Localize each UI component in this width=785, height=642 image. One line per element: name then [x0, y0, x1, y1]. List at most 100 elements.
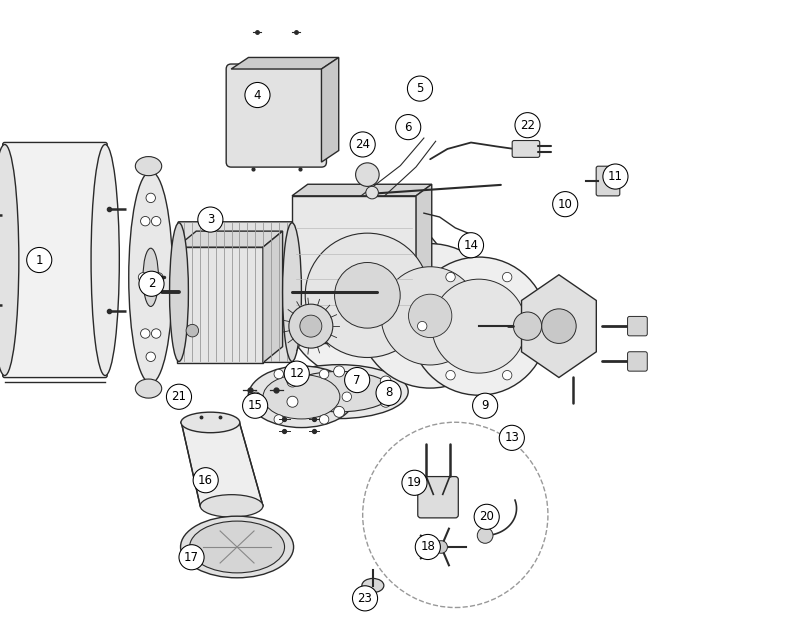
Circle shape [410, 257, 548, 395]
Circle shape [381, 267, 480, 365]
Polygon shape [292, 196, 416, 343]
Circle shape [418, 322, 427, 331]
Text: 17: 17 [184, 551, 199, 564]
Circle shape [356, 163, 379, 186]
Text: 1: 1 [35, 254, 43, 266]
Text: 12: 12 [289, 367, 305, 380]
Circle shape [515, 112, 540, 138]
Polygon shape [521, 275, 597, 377]
Circle shape [152, 329, 161, 338]
Circle shape [245, 82, 270, 108]
Ellipse shape [91, 144, 119, 376]
Circle shape [542, 309, 576, 343]
Circle shape [146, 352, 155, 361]
Circle shape [287, 376, 298, 387]
FancyBboxPatch shape [178, 221, 293, 363]
Text: 6: 6 [404, 121, 412, 134]
Circle shape [300, 315, 322, 337]
Text: 24: 24 [355, 138, 371, 151]
Polygon shape [231, 58, 338, 69]
Circle shape [513, 312, 542, 340]
Circle shape [289, 304, 333, 348]
FancyBboxPatch shape [2, 143, 108, 377]
Circle shape [305, 233, 429, 358]
Circle shape [154, 273, 163, 282]
Polygon shape [177, 231, 283, 247]
Circle shape [139, 271, 164, 297]
Circle shape [477, 528, 493, 543]
Text: 8: 8 [385, 386, 392, 399]
Circle shape [458, 232, 484, 258]
Ellipse shape [181, 412, 240, 433]
Circle shape [193, 467, 218, 493]
Circle shape [243, 393, 268, 419]
Circle shape [141, 329, 150, 338]
Text: 21: 21 [171, 390, 187, 403]
Ellipse shape [270, 365, 408, 419]
Circle shape [435, 541, 447, 553]
Circle shape [284, 361, 309, 386]
Polygon shape [322, 58, 338, 162]
Text: 15: 15 [248, 399, 262, 412]
Ellipse shape [190, 521, 284, 573]
Ellipse shape [135, 157, 162, 176]
Circle shape [27, 247, 52, 273]
Text: 20: 20 [480, 510, 494, 523]
Ellipse shape [181, 516, 294, 578]
Circle shape [138, 273, 148, 282]
Circle shape [319, 369, 329, 379]
Circle shape [146, 193, 155, 203]
FancyBboxPatch shape [627, 352, 648, 371]
Circle shape [502, 370, 512, 380]
Ellipse shape [170, 223, 188, 361]
Ellipse shape [135, 379, 162, 398]
Circle shape [446, 272, 455, 282]
Circle shape [531, 322, 540, 331]
Circle shape [446, 370, 455, 380]
Polygon shape [181, 422, 263, 506]
Ellipse shape [285, 371, 393, 412]
Ellipse shape [362, 578, 384, 593]
Text: 13: 13 [505, 431, 519, 444]
Circle shape [603, 164, 628, 189]
Circle shape [396, 114, 421, 140]
FancyBboxPatch shape [627, 317, 648, 336]
Ellipse shape [248, 366, 355, 428]
Circle shape [319, 415, 329, 424]
FancyBboxPatch shape [418, 476, 458, 518]
Polygon shape [263, 231, 283, 363]
Circle shape [376, 380, 401, 406]
Circle shape [352, 586, 378, 611]
Circle shape [350, 132, 375, 157]
Circle shape [415, 534, 440, 560]
Circle shape [502, 272, 512, 282]
Circle shape [366, 186, 378, 199]
Polygon shape [416, 184, 432, 343]
Text: 2: 2 [148, 277, 155, 290]
Circle shape [274, 415, 283, 424]
Circle shape [342, 392, 352, 401]
Polygon shape [292, 184, 432, 196]
Ellipse shape [143, 248, 159, 306]
Text: 10: 10 [558, 198, 572, 211]
Text: 18: 18 [421, 541, 435, 553]
Text: 14: 14 [463, 239, 479, 252]
Circle shape [334, 366, 345, 377]
Text: 5: 5 [416, 82, 424, 95]
Text: 11: 11 [608, 170, 623, 183]
Circle shape [152, 216, 161, 226]
Circle shape [358, 244, 502, 388]
Text: 3: 3 [206, 213, 214, 226]
Circle shape [345, 367, 370, 393]
Text: 23: 23 [358, 592, 372, 605]
Ellipse shape [263, 374, 340, 419]
Text: 4: 4 [254, 89, 261, 101]
Circle shape [408, 294, 452, 338]
Circle shape [287, 396, 298, 407]
FancyBboxPatch shape [512, 141, 540, 157]
Polygon shape [177, 247, 263, 363]
Ellipse shape [129, 171, 173, 383]
Circle shape [166, 384, 192, 410]
Text: 19: 19 [407, 476, 422, 489]
Circle shape [186, 324, 199, 337]
